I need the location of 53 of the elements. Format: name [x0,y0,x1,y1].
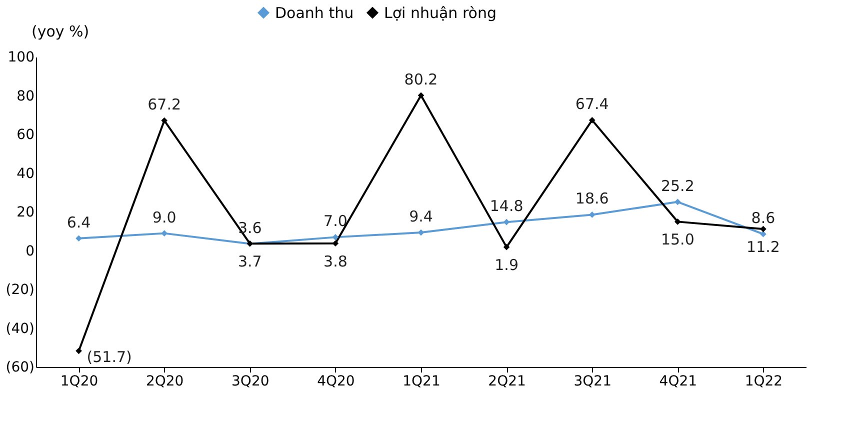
x-tick-label: 1Q22 [744,374,783,390]
data-label: 67.4 [575,95,609,114]
y-tick-label: 100 [8,50,34,66]
y-tick-label: 0 [26,243,34,260]
y-tick-label: 20 [16,204,34,220]
point [418,229,424,236]
point [332,240,339,247]
data-label: 15.0 [660,230,694,249]
point [588,117,596,124]
data-label: 25.2 [660,176,694,195]
y-tick-label: (20) [6,282,34,298]
y-tick-label: (60) [6,360,34,376]
point [76,235,82,242]
point [161,117,168,124]
data-label: 11.2 [746,238,780,256]
data-label: 3.6 [238,218,262,237]
data-label: 3.8 [324,252,348,270]
data-label: 14.8 [490,197,524,216]
point [674,198,681,206]
y-tick-label: 40 [16,166,34,182]
point [418,92,424,99]
point [760,230,766,238]
legend-label: Doanh thu [275,4,354,22]
x-tick-label: 2Q20 [146,374,184,390]
point [503,218,510,226]
legend-label: Lợi nhuận ròng [384,4,496,22]
data-label: (51.7) [86,348,132,366]
x-tick-label: 3Q21 [574,374,612,390]
data-label: 1.9 [494,256,518,274]
y-tick-label: 80 [16,88,34,104]
point [332,234,339,240]
y-tick-label: 60 [16,127,34,143]
point [760,226,766,232]
point [588,212,596,218]
data-label: 18.6 [575,190,609,208]
y-tick-label: (40) [6,320,34,337]
x-tick-label: 1Q20 [60,374,98,390]
y-axis-title: (yoy %) [32,22,90,40]
data-label: 9.0 [152,208,176,226]
data-label: 80.2 [404,70,438,88]
x-tick-label: 2Q21 [488,374,526,390]
data-label: 3.7 [238,252,262,271]
data-label: 67.2 [148,96,182,114]
x-tick-label: 4Q20 [317,374,355,390]
data-label: 8.6 [751,209,776,228]
x-tick-label: 1Q21 [402,374,440,390]
point [503,244,510,250]
data-label: 6.4 [66,213,91,232]
x-tick-label: 3Q20 [232,374,270,390]
x-tick-label: 4Q21 [659,374,698,390]
data-label: 7.0 [324,212,348,230]
point [76,348,82,354]
data-label: 9.4 [409,208,433,226]
